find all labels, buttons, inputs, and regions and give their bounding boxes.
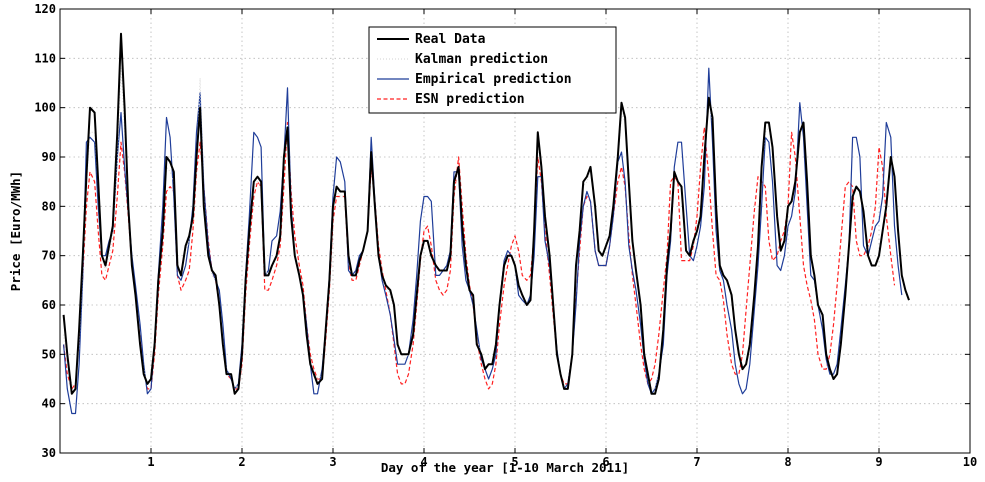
legend-box bbox=[368, 26, 617, 114]
x-tick-label: 3 bbox=[329, 455, 336, 469]
x-tick-label: 10 bbox=[963, 455, 977, 469]
y-tick-label: 110 bbox=[34, 51, 56, 65]
y-tick-label: 120 bbox=[34, 2, 56, 16]
x-tick-label: 7 bbox=[693, 455, 700, 469]
tick-labels: 1 2 3 4 5 6 7 8 9 10 30 40 50 60 70 80 90 100 110 120 bbox=[34, 2, 977, 469]
y-tick-label: 60 bbox=[42, 298, 56, 312]
y-tick-label: 70 bbox=[42, 249, 56, 263]
x-tick-label: 4 bbox=[420, 455, 427, 469]
x-tick-label: 6 bbox=[602, 455, 609, 469]
y-tick-label: 40 bbox=[42, 397, 56, 411]
y-tick-label: 100 bbox=[34, 101, 56, 115]
x-axis-title: Day of the year [1-10 March 2011] bbox=[381, 460, 629, 475]
axis-ticks bbox=[60, 8, 971, 454]
y-tick-label: 30 bbox=[42, 446, 56, 460]
y-tick-label: 80 bbox=[42, 199, 56, 213]
legend-label-kalman-prediction: Kalman prediction bbox=[415, 52, 548, 67]
x-tick-label: 9 bbox=[875, 455, 882, 469]
y-axis-title: Price [Euro/MWh] bbox=[8, 171, 23, 291]
series-group bbox=[62, 32, 910, 415]
legend-label-esn-prediction: ESN prediction bbox=[415, 92, 525, 107]
legend-label-real-data: Real Data bbox=[415, 32, 486, 47]
x-tick-label: 2 bbox=[238, 455, 245, 469]
legend-label-empirical-prediction: Empirical prediction bbox=[415, 72, 572, 87]
x-tick-label: 5 bbox=[511, 455, 518, 469]
legend: Real Data Kalman prediction Empirical pred… bbox=[368, 26, 617, 114]
x-tick-label: 1 bbox=[147, 455, 154, 469]
series-line-real-data bbox=[62, 32, 910, 395]
x-tick-label: 8 bbox=[784, 455, 791, 469]
y-tick-label: 90 bbox=[42, 150, 56, 164]
y-tick-label: 50 bbox=[42, 347, 56, 361]
